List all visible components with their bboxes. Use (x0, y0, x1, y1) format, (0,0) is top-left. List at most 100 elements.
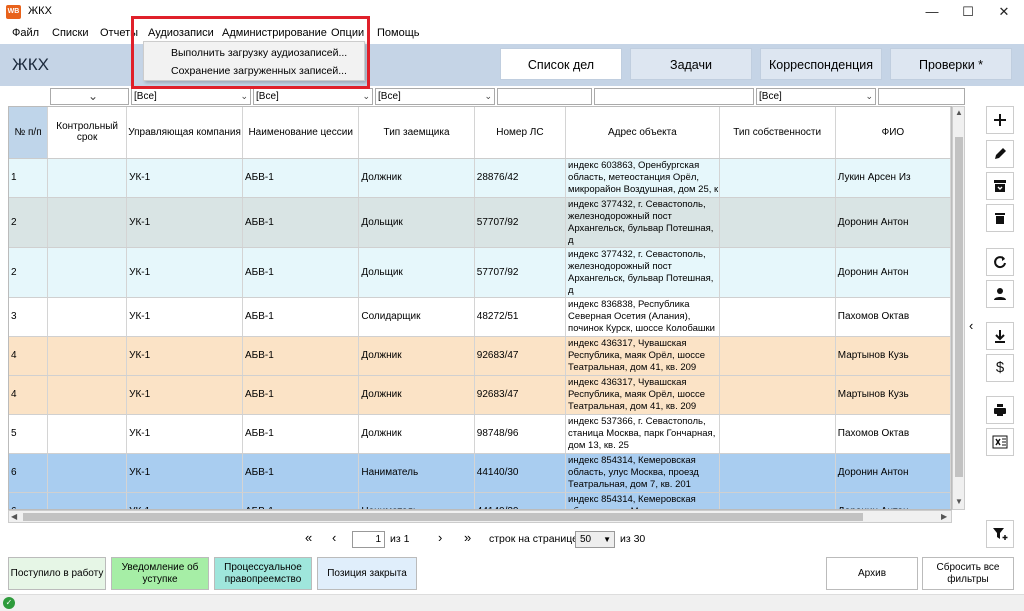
status-in-work-button[interactable]: Поступило в работу (8, 557, 106, 590)
col-header-address[interactable]: Адрес объекта (565, 107, 720, 159)
rows-per-page-select[interactable]: 50 ▼ (575, 531, 615, 548)
status-succession-button[interactable]: Процессуальное правопреемство (214, 557, 312, 590)
page-number-input[interactable]: 1 (352, 531, 385, 548)
page-total-label: из 1 (390, 533, 410, 545)
vertical-scrollbar[interactable]: ▲ ▼ (952, 106, 965, 510)
status-cession-notice-button[interactable]: Уведомление об уступке (111, 557, 209, 590)
horizontal-scrollbar[interactable]: ◀ ▶ (8, 510, 952, 523)
edit-icon[interactable] (986, 140, 1014, 168)
cell-uk: УК-1 (126, 158, 244, 198)
menu-help[interactable]: Помощь (377, 27, 420, 39)
col-header-cession[interactable]: Наименование цессии (242, 107, 360, 159)
col-header-uk[interactable]: Управляющая компания (126, 107, 244, 159)
cell-deadline (47, 247, 128, 298)
cell-deadline (47, 453, 128, 493)
first-page-icon[interactable]: « (305, 530, 313, 545)
filter-ownership[interactable]: [Все] ⌄ (756, 88, 876, 105)
cell-uk: УК-1 (126, 197, 244, 248)
cell-deadline (47, 492, 128, 509)
prev-page-icon[interactable]: ‹ (332, 530, 337, 545)
cell-borrower-type: Солидарщик (358, 297, 475, 337)
cell-fio: Мартынов Кузь (835, 375, 951, 415)
menu-lists[interactable]: Списки (52, 27, 89, 39)
filter-uk[interactable]: [Все] ⌄ (131, 88, 251, 105)
table-row[interactable]: 3 УК-1 АБВ-1 Солидарщик 48272/51 индекс 83683… (9, 297, 951, 337)
print-icon[interactable] (986, 396, 1014, 424)
close-icon[interactable]: ✕ (998, 4, 1010, 19)
col-header-fio[interactable]: ФИО (835, 107, 951, 159)
status-bar: ✓ (0, 594, 1024, 611)
tab-task-list[interactable]: Список дел (500, 48, 622, 80)
filter-add-icon[interactable] (986, 520, 1014, 548)
add-icon[interactable] (986, 106, 1014, 134)
cell-ownership (719, 336, 836, 376)
cell-ownership (719, 492, 836, 509)
archive-button[interactable]: Архив (826, 557, 918, 590)
cell-cession: АБВ-1 (242, 247, 360, 298)
dollar-icon[interactable]: $ (986, 354, 1014, 382)
col-header-deadline[interactable]: Контрольный срок (47, 107, 128, 159)
table-row[interactable]: 2 УК-1 АБВ-1 Дольщик 57707/92 индекс 377432, … (9, 247, 951, 298)
cell-borrower-type: Должник (358, 158, 475, 198)
scroll-thumb[interactable] (955, 137, 963, 477)
filter-account[interactable] (497, 88, 592, 105)
delete-icon[interactable] (986, 204, 1014, 232)
filter-cession[interactable]: [Все] ⌄ (253, 88, 373, 105)
cell-fio: Пахомов Октав (835, 414, 951, 454)
table-row[interactable]: 2 УК-1 АБВ-1 Дольщик 57707/92 индекс 377432, … (9, 197, 951, 248)
filter-address[interactable] (594, 88, 754, 105)
table-row[interactable]: 4 УК-1 АБВ-1 Должник 92683/47 индекс 436317, … (9, 336, 951, 376)
scroll-up-icon[interactable]: ▲ (955, 108, 963, 117)
table-header-row: № п/п Контрольный срок Управляющая компа… (9, 107, 951, 159)
table-row[interactable]: 5 УК-1 АБВ-1 Должник 98748/96 индекс 537366, … (9, 414, 951, 454)
filter-fio[interactable] (878, 88, 965, 105)
archive-icon[interactable] (986, 172, 1014, 200)
refresh-icon[interactable] (986, 248, 1014, 276)
download-icon[interactable] (986, 322, 1014, 350)
scroll-right-icon[interactable]: ▶ (941, 512, 948, 521)
status-closed-button[interactable]: Позиция закрыта (317, 557, 417, 590)
menu-reports[interactable]: Отчеты (100, 27, 139, 39)
scroll-thumb[interactable] (23, 513, 863, 521)
tab-correspondence[interactable]: Корреспонденция (760, 48, 882, 80)
cell-address: индекс 377432, г. Севастополь, железнодо… (565, 197, 720, 248)
chevron-down-icon: ⌄ (240, 91, 248, 101)
collapse-panel-icon[interactable]: ‹ (969, 318, 974, 333)
col-header-borrower-type[interactable]: Тип заемщика (358, 107, 475, 159)
minimize-icon[interactable]: — (925, 4, 939, 19)
col-header-number[interactable]: № п/п (9, 107, 49, 159)
menu-item-save-audio[interactable]: Сохранение загруженных записей... (171, 65, 347, 77)
cell-borrower-type: Наниматель (358, 492, 475, 509)
user-icon[interactable] (986, 280, 1014, 308)
cell-address: индекс 436317, Чувашская Республика, мая… (565, 375, 720, 415)
cell-deadline (47, 197, 128, 248)
col-header-ownership[interactable]: Тип собственности (719, 107, 836, 159)
table-row[interactable]: 4 УК-1 АБВ-1 Должник 92683/47 индекс 436317, … (9, 375, 951, 415)
menu-audio[interactable]: Аудиозаписи (148, 27, 214, 39)
scroll-left-icon[interactable]: ◀ (11, 512, 18, 521)
next-page-icon[interactable]: › (438, 530, 443, 545)
col-header-account[interactable]: Номер ЛС (474, 107, 567, 159)
cell-account: 44140/30 (474, 492, 567, 509)
menu-file[interactable]: Файл (12, 27, 40, 39)
cell-number: 6 (9, 453, 49, 493)
cell-address: индекс 854314, Кемеровская область, улус… (565, 492, 720, 509)
cell-cession: АБВ-1 (242, 375, 360, 415)
menu-options[interactable]: Опции (331, 27, 365, 39)
last-page-icon[interactable]: » (464, 530, 472, 545)
table-row[interactable]: 1 УК-1 АБВ-1 Должник 28876/42 индекс 603863, … (9, 158, 951, 198)
maximize-icon[interactable]: ☐ (962, 4, 974, 19)
tab-inspections[interactable]: Проверки * (890, 48, 1012, 80)
filter-borrower-type[interactable]: [Все] ⌄ (375, 88, 495, 105)
excel-icon[interactable] (986, 428, 1014, 456)
tab-tasks[interactable]: Задачи (630, 48, 752, 80)
scroll-down-icon[interactable]: ▼ (955, 497, 963, 506)
menu-admin[interactable]: Администрирование (222, 27, 327, 39)
menu-item-load-audio[interactable]: Выполнить загрузку аудиозаписей... (171, 47, 348, 59)
cell-ownership (719, 197, 836, 248)
reset-filters-button[interactable]: Сбросить все фильтры (922, 557, 1014, 590)
cell-deadline (47, 336, 128, 376)
filter-deadline[interactable]: ⌄ (50, 88, 129, 105)
